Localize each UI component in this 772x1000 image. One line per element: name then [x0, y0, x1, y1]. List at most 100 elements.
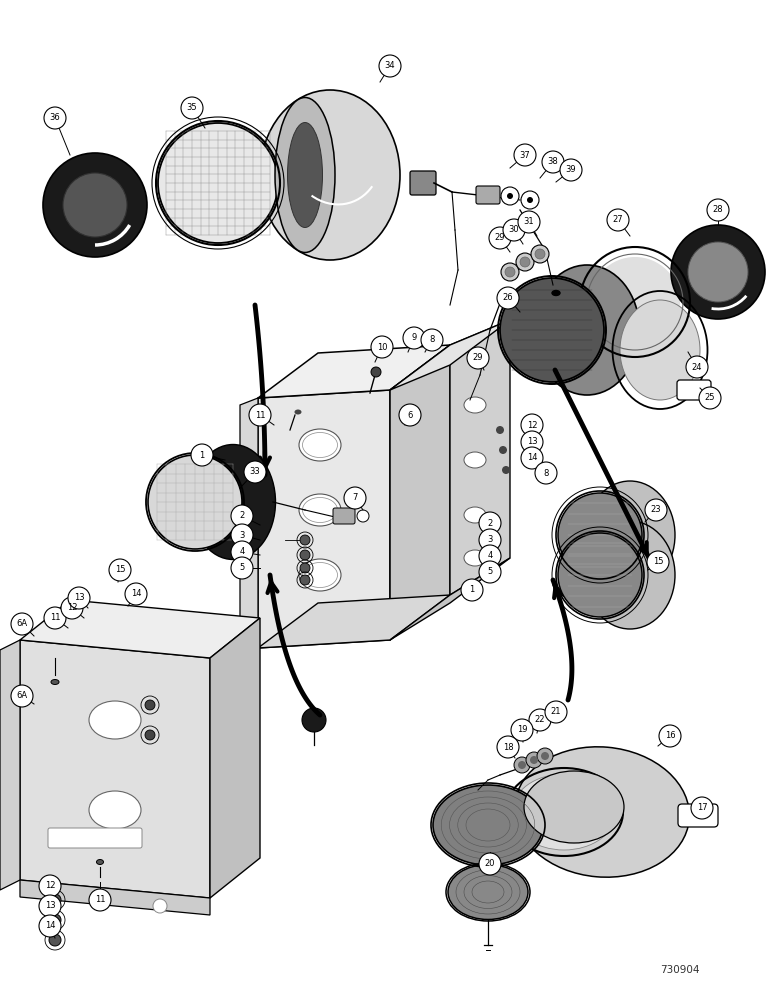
- Circle shape: [521, 414, 543, 436]
- Text: 30: 30: [509, 226, 520, 234]
- Circle shape: [558, 533, 642, 617]
- Text: 25: 25: [705, 393, 715, 402]
- Circle shape: [501, 263, 519, 281]
- Text: 39: 39: [566, 165, 577, 174]
- Ellipse shape: [464, 397, 486, 413]
- Circle shape: [521, 431, 543, 453]
- Text: 11: 11: [49, 613, 60, 622]
- Circle shape: [526, 752, 542, 768]
- Polygon shape: [258, 345, 450, 398]
- Circle shape: [49, 894, 61, 906]
- Circle shape: [44, 107, 66, 129]
- Circle shape: [590, 257, 680, 347]
- Circle shape: [148, 455, 242, 549]
- Circle shape: [125, 583, 147, 605]
- Circle shape: [502, 466, 510, 474]
- Text: 29: 29: [472, 354, 483, 362]
- Circle shape: [699, 387, 721, 409]
- Text: 11: 11: [255, 410, 266, 420]
- Text: 26: 26: [503, 294, 513, 302]
- Circle shape: [545, 701, 567, 723]
- Circle shape: [145, 700, 155, 710]
- Circle shape: [542, 151, 564, 173]
- Text: 13: 13: [45, 902, 56, 910]
- Polygon shape: [450, 320, 510, 595]
- Circle shape: [249, 404, 271, 426]
- Text: 31: 31: [523, 218, 534, 227]
- Circle shape: [558, 493, 642, 577]
- Ellipse shape: [89, 701, 141, 739]
- Ellipse shape: [294, 410, 302, 414]
- Text: 1: 1: [199, 450, 205, 460]
- Circle shape: [231, 557, 253, 579]
- Circle shape: [691, 797, 713, 819]
- Circle shape: [505, 267, 515, 277]
- Text: 27: 27: [613, 216, 623, 225]
- Circle shape: [302, 708, 326, 732]
- Circle shape: [300, 550, 310, 560]
- Circle shape: [467, 347, 489, 369]
- Ellipse shape: [299, 494, 341, 526]
- Circle shape: [244, 461, 266, 483]
- Circle shape: [535, 249, 545, 259]
- FancyBboxPatch shape: [678, 804, 718, 827]
- Circle shape: [300, 575, 310, 585]
- Circle shape: [607, 209, 629, 231]
- Polygon shape: [20, 640, 210, 898]
- Circle shape: [49, 934, 61, 946]
- Ellipse shape: [464, 452, 486, 468]
- Text: 10: 10: [377, 342, 388, 352]
- Text: 19: 19: [516, 726, 527, 734]
- Circle shape: [39, 895, 61, 917]
- Text: 35: 35: [187, 104, 198, 112]
- Circle shape: [530, 756, 538, 764]
- Text: 23: 23: [651, 506, 662, 514]
- Text: 33: 33: [249, 468, 260, 477]
- Circle shape: [44, 607, 66, 629]
- Text: 4: 4: [487, 552, 493, 560]
- Circle shape: [461, 579, 483, 601]
- Ellipse shape: [585, 481, 675, 589]
- Text: 6: 6: [408, 410, 413, 420]
- Circle shape: [496, 426, 504, 434]
- Circle shape: [647, 551, 669, 573]
- Circle shape: [231, 541, 253, 563]
- Circle shape: [479, 512, 501, 534]
- Circle shape: [531, 245, 549, 263]
- Circle shape: [479, 561, 501, 583]
- Text: 14: 14: [527, 454, 537, 462]
- Text: 17: 17: [696, 804, 707, 812]
- Circle shape: [503, 219, 525, 241]
- Circle shape: [43, 153, 147, 257]
- Ellipse shape: [585, 521, 675, 629]
- Text: 5: 5: [239, 564, 245, 572]
- Text: 6A: 6A: [16, 692, 28, 700]
- Polygon shape: [0, 640, 20, 890]
- Text: 8: 8: [543, 468, 549, 478]
- Circle shape: [489, 227, 511, 249]
- Circle shape: [501, 187, 519, 205]
- Circle shape: [421, 329, 443, 351]
- Circle shape: [529, 709, 551, 731]
- Text: 37: 37: [520, 150, 530, 159]
- Ellipse shape: [515, 747, 689, 877]
- Text: 12: 12: [66, 603, 77, 612]
- Ellipse shape: [620, 300, 700, 400]
- Text: 6A: 6A: [16, 619, 28, 629]
- Ellipse shape: [51, 680, 59, 684]
- Circle shape: [109, 559, 131, 581]
- Circle shape: [521, 191, 539, 209]
- Circle shape: [399, 404, 421, 426]
- Circle shape: [158, 123, 278, 243]
- Circle shape: [497, 736, 519, 758]
- Text: 15: 15: [653, 558, 663, 566]
- Text: 8: 8: [429, 336, 435, 344]
- Circle shape: [537, 748, 553, 764]
- Text: 12: 12: [45, 882, 56, 890]
- Circle shape: [191, 444, 213, 466]
- Circle shape: [686, 356, 708, 378]
- Polygon shape: [258, 390, 390, 648]
- Text: 5: 5: [487, 568, 493, 576]
- Text: 34: 34: [384, 62, 395, 70]
- Text: 2: 2: [487, 518, 493, 528]
